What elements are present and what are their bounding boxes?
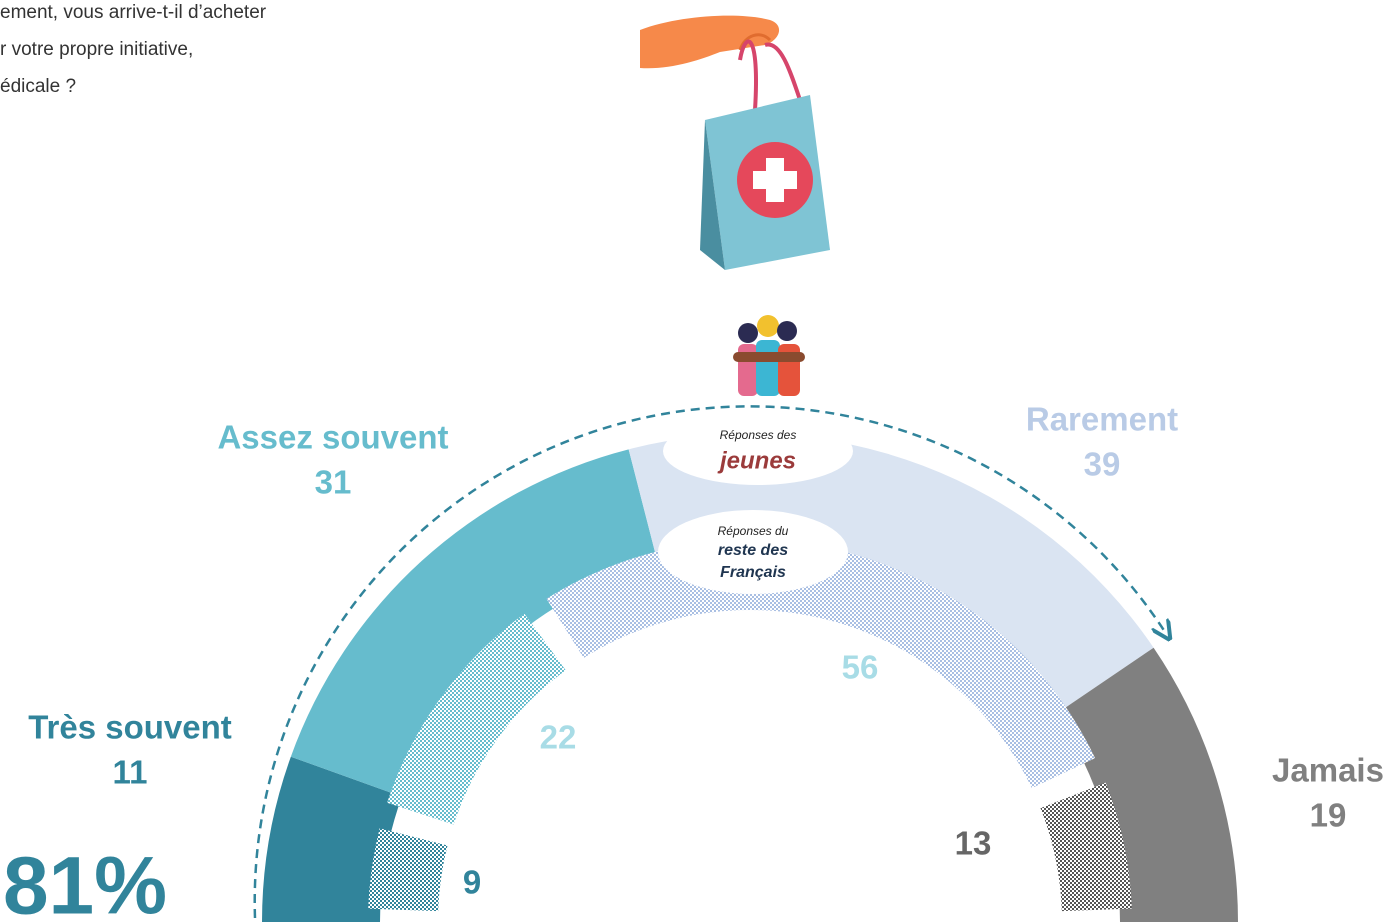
ring-label: jeunes xyxy=(717,447,796,474)
value-label: 9 xyxy=(463,864,481,901)
direction-arrow xyxy=(253,405,1165,919)
value-label: 22 xyxy=(540,719,577,756)
gauge-segment xyxy=(290,449,658,797)
ring-label-bg xyxy=(663,417,853,485)
gauge-segment xyxy=(368,828,448,912)
ring-label: Réponses des xyxy=(720,428,797,442)
value-label: 19 xyxy=(1310,797,1347,834)
gauge-segment xyxy=(1040,782,1132,912)
category-label: Rarement xyxy=(1026,401,1178,438)
gauge-chart xyxy=(262,434,1238,922)
gauge-segment xyxy=(1056,647,1238,922)
question-line: r votre propre initiative, xyxy=(0,39,193,60)
value-label: 31 xyxy=(315,464,352,501)
ring-label: reste des Français xyxy=(717,542,789,581)
value-label: 13 xyxy=(955,825,992,862)
gauge-segment xyxy=(546,540,1096,789)
ring-label-bg xyxy=(658,510,848,594)
value-label: 39 xyxy=(1084,446,1121,483)
category-label: Assez souvent xyxy=(217,419,448,456)
category-label: Très souvent xyxy=(28,709,232,746)
highlight: 81% xyxy=(3,841,167,922)
category-label: Jamais xyxy=(1272,752,1384,789)
value-label: 11 xyxy=(113,754,148,791)
question-line: édicale ? xyxy=(0,76,76,97)
value-label: 56 xyxy=(842,649,879,686)
bag-illustration xyxy=(640,15,830,270)
ring-label: Réponses du xyxy=(718,524,789,538)
labels: Réponses des jeunes Réponses du reste de… xyxy=(3,401,1384,922)
gauge-segment xyxy=(387,613,566,825)
ring-label-box: reste des Français xyxy=(717,542,789,581)
gauge-segment xyxy=(262,756,402,922)
question-line: ement, vous arrive-t-il d’acheter xyxy=(0,2,267,23)
people-illustration xyxy=(733,315,805,396)
